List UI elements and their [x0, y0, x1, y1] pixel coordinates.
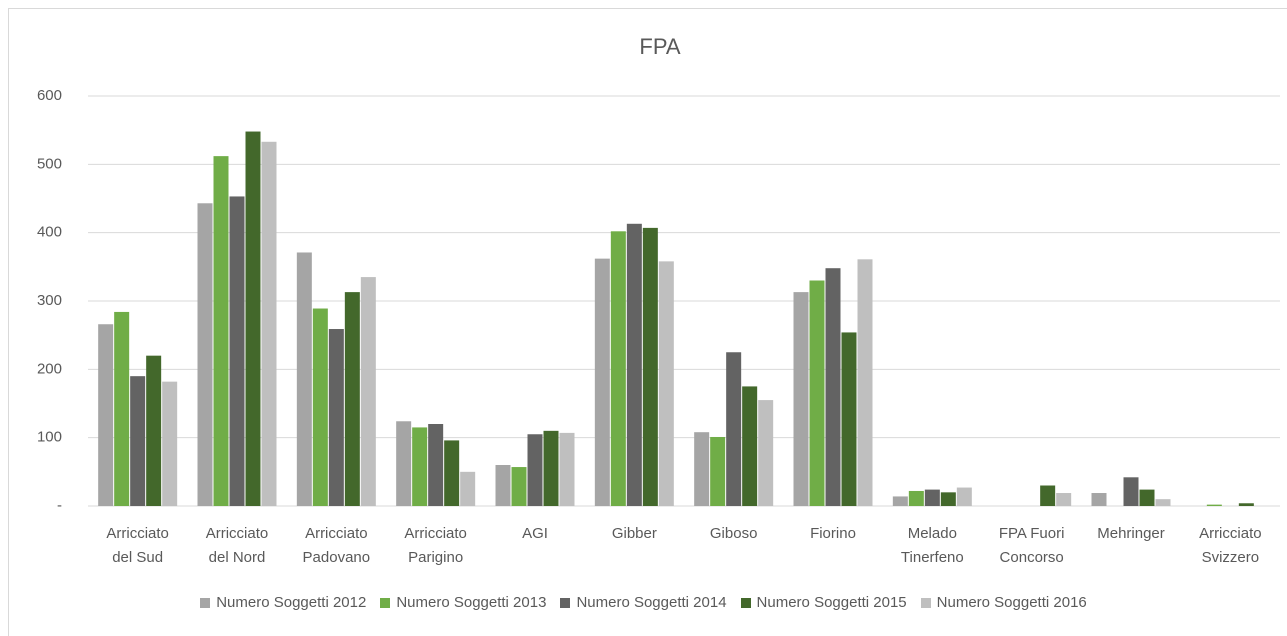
legend-label: Numero Soggetti 2013: [396, 594, 547, 611]
y-tick-label: 600: [37, 87, 62, 104]
bar: [726, 352, 742, 506]
legend-item: Numero Soggetti 2013: [380, 594, 546, 611]
bar: [1091, 493, 1107, 506]
y-tick-label: -: [57, 497, 62, 514]
bar: [444, 440, 460, 506]
x-tick-label: Arricciato Parigino: [404, 525, 467, 566]
bar: [908, 490, 924, 506]
bar: [197, 203, 213, 507]
bar: [527, 434, 543, 506]
legend-swatch: [740, 597, 751, 608]
legend-swatch: [380, 597, 391, 608]
bar: [642, 227, 658, 506]
legend-swatch: [920, 597, 931, 608]
bar: [710, 436, 726, 506]
bar: [396, 421, 412, 506]
legend-item: Numero Soggetti 2012: [200, 594, 366, 611]
bar: [658, 261, 674, 506]
bar: [857, 259, 873, 506]
bar: [924, 489, 940, 506]
bar: [162, 381, 178, 506]
bar: [1139, 489, 1155, 506]
bar: [495, 465, 511, 506]
bar: [460, 471, 476, 506]
bar: [213, 156, 229, 506]
bar: [742, 386, 758, 506]
x-tick-label: Arricciato del Sud: [106, 525, 169, 566]
bar: [1155, 499, 1171, 506]
y-tick-label: 100: [37, 429, 62, 446]
legend-label: Numero Soggetti 2016: [936, 594, 1087, 611]
chart-title: FPA: [639, 34, 680, 59]
x-tick-label: Melado Tinerfeno: [900, 525, 964, 566]
bar: [1040, 485, 1056, 506]
bar: [114, 311, 130, 506]
bar: [245, 131, 261, 507]
bar: [956, 487, 972, 506]
y-tick-label: 300: [37, 292, 62, 309]
bar: [543, 430, 559, 506]
bar: [428, 424, 444, 506]
bar: [940, 492, 956, 506]
bar: [809, 280, 825, 506]
bar: [229, 196, 245, 506]
bar: [360, 277, 376, 506]
bar: [892, 496, 908, 506]
legend-label: Numero Soggetti 2015: [756, 594, 907, 611]
chart-border: [8, 8, 1287, 636]
x-tick-label: Giboso: [709, 525, 758, 542]
bar: [328, 329, 344, 506]
bar: [841, 332, 857, 506]
bar: [1123, 477, 1139, 506]
x-tick-label: Gibber: [611, 525, 657, 542]
x-tick-label: Fiorino: [810, 525, 856, 542]
y-tick-label: 200: [37, 360, 62, 377]
bar: [296, 252, 312, 506]
bar: [130, 376, 146, 506]
bar: [559, 432, 575, 506]
bar: [793, 292, 809, 506]
legend-swatch: [200, 597, 211, 608]
bar: [312, 308, 328, 506]
bar: [261, 141, 277, 507]
bar: [344, 292, 360, 506]
bar: [412, 427, 428, 506]
y-tick-label: 500: [37, 155, 62, 172]
x-tick-label: Arricciato del Nord: [205, 525, 269, 566]
bar: [98, 324, 114, 506]
bar: [758, 400, 774, 506]
bar: [146, 355, 162, 506]
x-tick-label: Mehringer: [1097, 525, 1165, 542]
bar: [1056, 493, 1072, 506]
legend-label: Numero Soggetti 2012: [216, 594, 367, 611]
x-tick-label: FPA Fuori Concorso: [998, 525, 1065, 566]
x-tick-label: Arricciato Svizzero: [1199, 525, 1262, 566]
y-tick-label: 400: [37, 224, 62, 241]
bar: [594, 258, 610, 506]
legend: Numero Soggetti 2012 Numero Soggetti 2013…: [0, 594, 1287, 611]
x-tick-label: Arricciato Padovano: [302, 525, 371, 566]
legend-item: Numero Soggetti 2014: [560, 594, 727, 611]
bar: [825, 268, 841, 506]
bar: [1206, 504, 1222, 506]
bar: [694, 432, 710, 506]
x-tick-label: AGI: [522, 525, 548, 542]
bar: [1238, 503, 1254, 506]
legend-swatch: [560, 597, 571, 608]
bar: [610, 231, 626, 507]
bar: [626, 223, 642, 507]
legend-label: Numero Soggetti 2014: [576, 594, 727, 611]
bar: [511, 467, 527, 506]
legend-item: Numero Soggetti 2015: [740, 594, 907, 611]
legend-item: Numero Soggetti 2016: [920, 594, 1087, 611]
